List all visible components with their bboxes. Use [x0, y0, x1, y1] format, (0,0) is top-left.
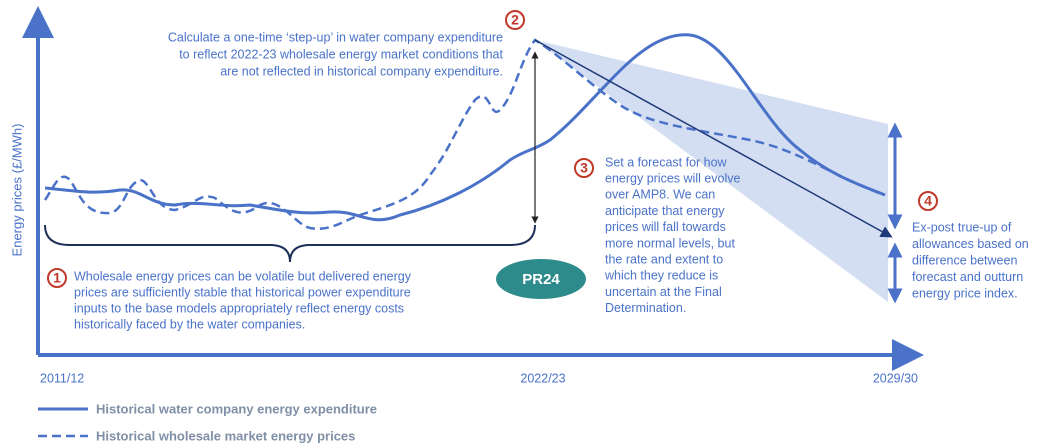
number-circle	[918, 191, 938, 211]
x-label: 2011/12	[40, 371, 84, 385]
annotation-text: energy price index.	[912, 286, 1018, 300]
annotation-text: the rate and extent to	[605, 252, 723, 266]
badge-shape	[496, 259, 586, 299]
annotation-text: energy prices will evolve	[605, 171, 741, 185]
annotation-text: uncertain at the Final	[605, 285, 722, 299]
expenditure-line	[44, 33, 886, 222]
annotation-text: historically faced by the water companie…	[74, 317, 305, 331]
annotation-text: forecast and outturn	[912, 270, 1023, 284]
legend-entry: Historical water company energy expendit…	[96, 401, 377, 416]
number-circle	[505, 10, 525, 30]
annotation-number: 4	[924, 193, 932, 209]
annotation-text: prices will fall towards	[605, 220, 726, 234]
annotation-text: difference between	[912, 253, 1017, 267]
annotation-text: allowances based on	[912, 237, 1029, 251]
annotation-number: 1	[53, 270, 61, 286]
annotation-text: Set a forecast for how	[605, 155, 728, 169]
badge: PR24	[522, 271, 560, 288]
annotation-number: 3	[580, 160, 588, 176]
forecast-cone	[535, 40, 888, 302]
x-label: 2022/23	[520, 371, 565, 385]
y-axis-label: Energy prices (£/MWh)	[9, 124, 24, 257]
legend-entry: Historical wholesale market energy price…	[96, 428, 355, 443]
annotation-text: prices are sufficiently stable that hist…	[74, 285, 411, 299]
forecast-arrow	[534, 39, 893, 238]
annotation-text: are not reflected in historical company …	[220, 64, 503, 78]
annotation-text: Ex-post true-up of	[912, 220, 1012, 234]
brace	[44, 224, 536, 263]
annotation-text: Determination.	[605, 301, 686, 315]
number-circle	[574, 158, 594, 178]
annotation-text: which they reduce is	[604, 269, 718, 283]
annotation-text: more normal levels, but	[605, 236, 735, 250]
annotation-number: 2	[511, 12, 519, 28]
number-circle	[47, 268, 67, 288]
annotation-text: Wholesale energy prices can be volatile …	[74, 269, 412, 283]
annotation-text: over AMP8. We can	[605, 188, 715, 202]
annotation-text: anticipate that energy	[605, 204, 725, 218]
x-label: 2029/30	[873, 371, 918, 385]
annotation-text: inputs to the base models appropriately …	[74, 301, 404, 315]
annotation-text: to reflect 2022-23 wholesale energy mark…	[179, 47, 503, 61]
annotation-text: Calculate a one-time ‘step-up’ in water …	[168, 30, 503, 44]
